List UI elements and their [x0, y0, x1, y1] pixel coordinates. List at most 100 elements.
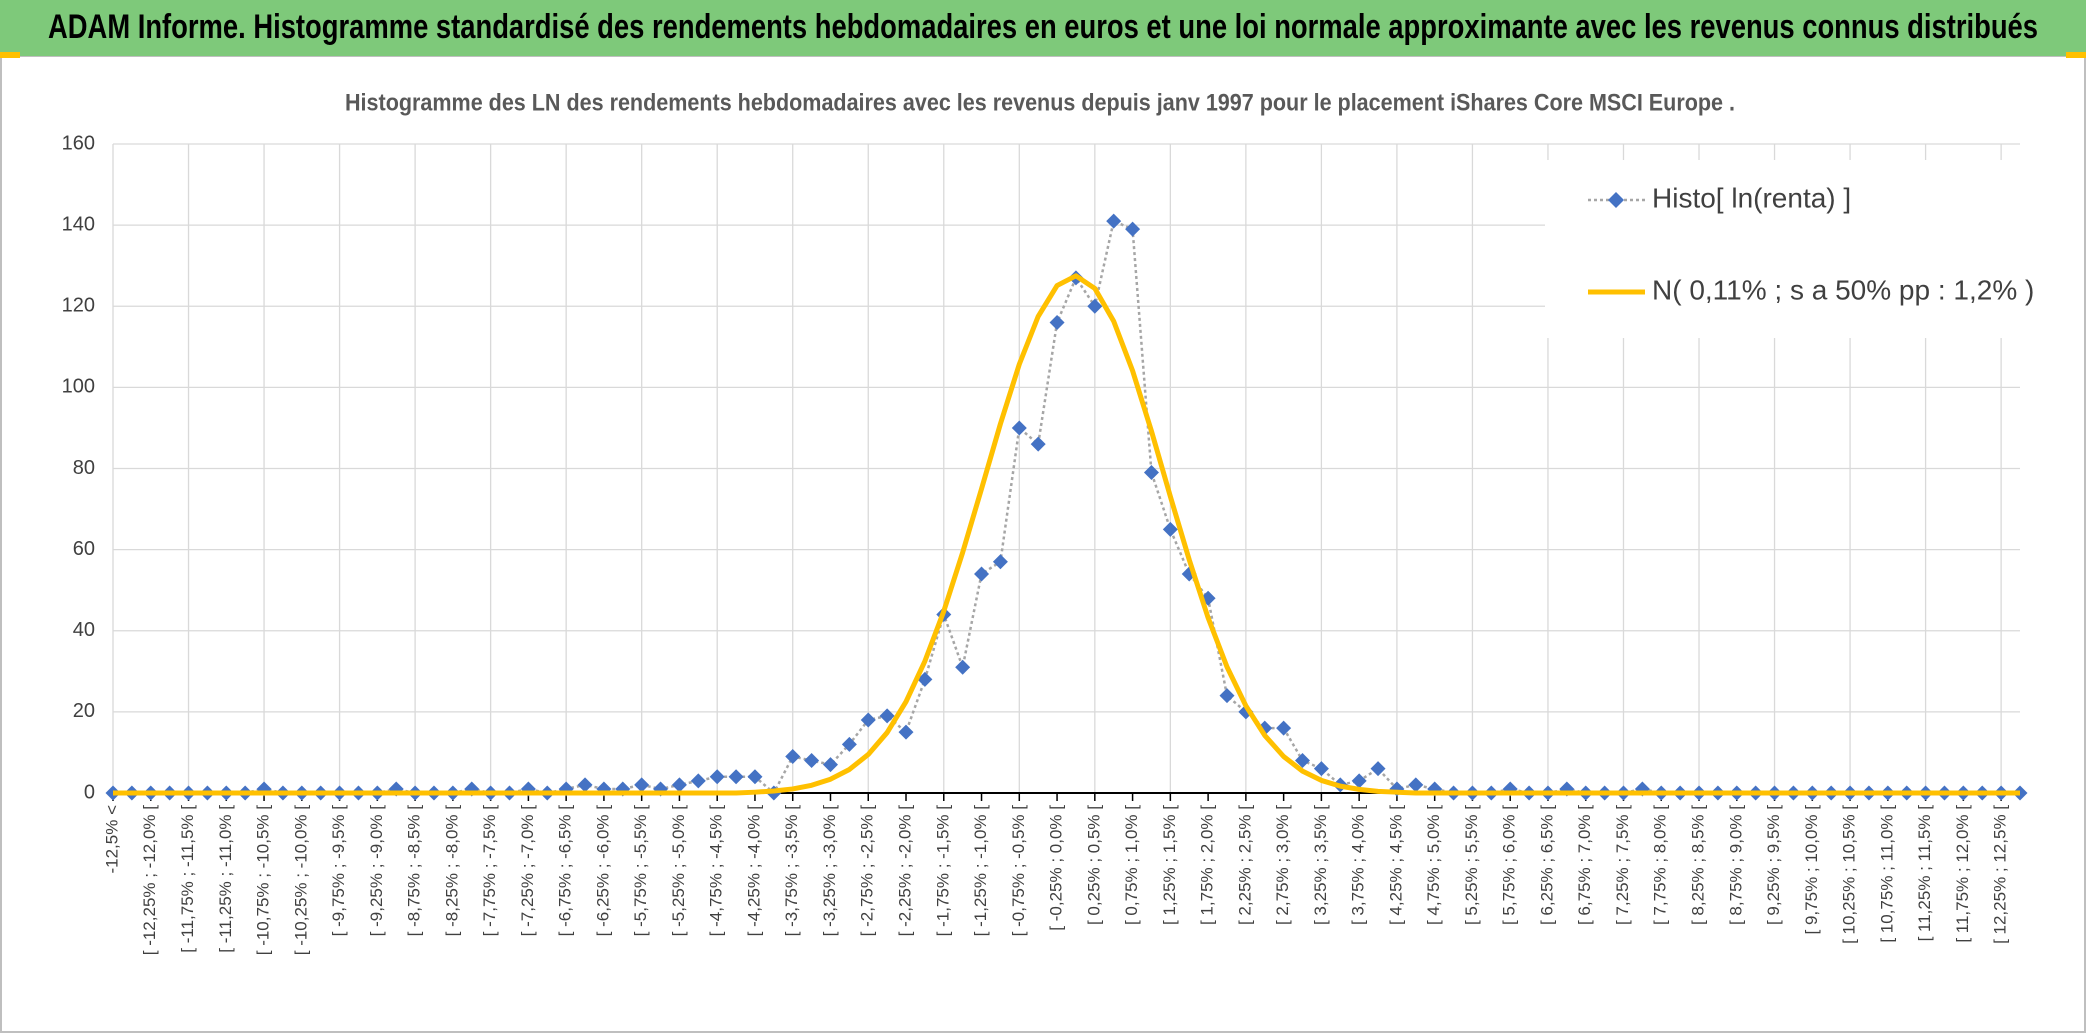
- x-tick-label: [ -8,25% ; -8,0% [: [442, 805, 461, 937]
- x-tick-label: [ -0,75% ; -0,5% [: [1009, 805, 1028, 937]
- marker: [1087, 298, 1103, 314]
- marker: [1106, 213, 1122, 229]
- x-tick-label: [ 9,75% ; 10,0% [: [1802, 805, 1821, 935]
- x-tick-label: [ 5,75% ; 6,0% [: [1500, 805, 1519, 925]
- marker: [879, 708, 895, 724]
- y-tick-label: 80: [73, 457, 95, 479]
- marker: [1408, 777, 1424, 793]
- marker: [1125, 221, 1141, 237]
- y-tick-label: 40: [73, 619, 95, 641]
- x-tick-label: [ 1,25% ; 1,5% [: [1160, 805, 1179, 925]
- marker: [804, 753, 820, 769]
- marker: [1049, 314, 1065, 330]
- x-tick-label: [ -7,25% ; -7,0% [: [518, 805, 537, 937]
- marker: [1143, 465, 1159, 481]
- marker: [728, 769, 744, 785]
- marker: [841, 736, 857, 752]
- marker: [577, 777, 593, 793]
- chart-title: Histogramme des LN des rendements hebdom…: [345, 89, 1735, 116]
- x-tick-label: [ 6,25% ; 6,5% [: [1537, 805, 1556, 925]
- x-tick-label: [ 5,25% ; 5,5% [: [1462, 805, 1481, 925]
- marker: [1011, 420, 1027, 436]
- x-tick-label: [ -0,25% ; 0,0% [: [1047, 805, 1066, 931]
- x-tick-label: [ 2,75% ; 3,0% [: [1273, 805, 1292, 925]
- x-tick-label: [ -1,75% ; -1,5% [: [933, 805, 952, 937]
- x-tick-label: [ -6,75% ; -6,5% [: [556, 805, 575, 937]
- x-tick-label: [ 4,75% ; 5,0% [: [1424, 805, 1443, 925]
- marker: [671, 777, 687, 793]
- x-tick-label: [ 7,25% ; 7,5% [: [1613, 805, 1632, 925]
- y-tick-label: 0: [84, 781, 95, 803]
- marker: [785, 748, 801, 764]
- legend-marker: [1608, 192, 1624, 208]
- marker: [1295, 753, 1311, 769]
- x-tick-label: [ -2,25% ; -2,0% [: [895, 805, 914, 937]
- marker: [917, 671, 933, 687]
- x-tick-label: [ -8,75% ; -8,5% [: [405, 805, 424, 937]
- legend-label: N( 0,11% ; s a 50% pp : 1,2% ): [1652, 274, 2034, 305]
- marker: [822, 757, 838, 773]
- x-tick-label: [ 6,75% ; 7,0% [: [1575, 805, 1594, 925]
- marker: [1313, 761, 1329, 777]
- marker: [898, 724, 914, 740]
- x-tick-label: [ -11,75% ; -11,5% [: [178, 805, 197, 953]
- marker: [974, 566, 990, 582]
- x-tick-label: [ 8,25% ; 8,5% [: [1689, 805, 1708, 925]
- x-tick-label: [ 9,25% ; 9,5% [: [1764, 805, 1783, 925]
- y-tick-label: 120: [62, 295, 95, 317]
- page-title: ADAM Informe. Histogramme standardisé de…: [48, 8, 2038, 46]
- x-tick-label: [ -9,25% ; -9,0% [: [367, 805, 386, 937]
- normal-curve: [113, 273, 2020, 796]
- x-tick-label: [ 11,25% ; 11,5% [: [1915, 805, 1934, 942]
- x-tick-label: [ -4,75% ; -4,5% [: [707, 805, 726, 937]
- marker: [1162, 521, 1178, 537]
- x-tick-label: [ -2,75% ; -2,5% [: [858, 805, 877, 937]
- title-bar: [0, 0, 2086, 56]
- x-tick-label: [ -12,25% ; -12,0% [: [140, 805, 159, 956]
- y-tick-label: 100: [62, 376, 95, 398]
- x-tick-label: [ -4,25% ; -4,0% [: [744, 805, 763, 937]
- marker: [634, 777, 650, 793]
- x-tick-label: [ -1,25% ; -1,0% [: [971, 805, 990, 937]
- x-tick-label: [ 0,75% ; 1,0% [: [1122, 805, 1141, 925]
- marker: [1030, 436, 1046, 452]
- x-tick-label: [ 2,25% ; 2,5% [: [1235, 805, 1254, 925]
- marker: [955, 659, 971, 675]
- marker: [1351, 773, 1367, 789]
- marker: [992, 554, 1008, 570]
- corner-mark: [2066, 52, 2086, 58]
- x-tick-label: [ -7,75% ; -7,5% [: [480, 805, 499, 937]
- x-tick-label: [ -5,25% ; -5,0% [: [669, 805, 688, 937]
- legend-box: [1545, 160, 2075, 338]
- x-tick-label: [ -9,75% ; -9,5% [: [329, 805, 348, 937]
- x-tick-label: -12,5% <: [102, 805, 121, 874]
- x-tick-label: [ 7,75% ; 8,0% [: [1651, 805, 1670, 925]
- y-tick-label: 60: [73, 538, 95, 560]
- x-tick-label: [ -3,75% ; -3,5% [: [782, 805, 801, 937]
- x-tick-label: [ 10,75% ; 11,0% [: [1877, 805, 1896, 943]
- x-tick-label: [ 12,25% ; 12,5% [: [1991, 805, 2010, 944]
- x-tick-label: [ -5,75% ; -5,5% [: [631, 805, 650, 937]
- marker: [1370, 761, 1386, 777]
- legend-label: Histo[ ln(renta) ]: [1652, 182, 1851, 213]
- x-tick-label: [ 4,25% ; 4,5% [: [1386, 805, 1405, 925]
- marker: [860, 712, 876, 728]
- marker: [1219, 688, 1235, 704]
- marker: [709, 769, 725, 785]
- x-tick-label: [ -3,25% ; -3,0% [: [820, 805, 839, 937]
- x-tick-label: [ -6,25% ; -6,0% [: [593, 805, 612, 937]
- x-tick-label: [ 1,75% ; 2,0% [: [1198, 805, 1217, 925]
- x-tick-label: [ -11,25% ; -11,0% [: [216, 805, 235, 953]
- marker: [1276, 720, 1292, 736]
- x-tick-label: [ 3,25% ; 3,5% [: [1311, 805, 1330, 925]
- x-tick-label: [ -10,25% ; -10,0% [: [291, 805, 310, 956]
- corner-mark: [0, 52, 20, 58]
- y-tick-label: 140: [62, 213, 95, 235]
- y-tick-label: 160: [62, 132, 95, 154]
- x-tick-label: [ 0,25% ; 0,5% [: [1084, 805, 1103, 925]
- x-tick-label: [ 3,75% ; 4,0% [: [1349, 805, 1368, 925]
- y-tick-label: 20: [73, 700, 95, 722]
- x-tick-label: [ 11,75% ; 12,0% [: [1953, 805, 1972, 943]
- x-tick-label: [ 10,25% ; 10,5% [: [1840, 805, 1859, 944]
